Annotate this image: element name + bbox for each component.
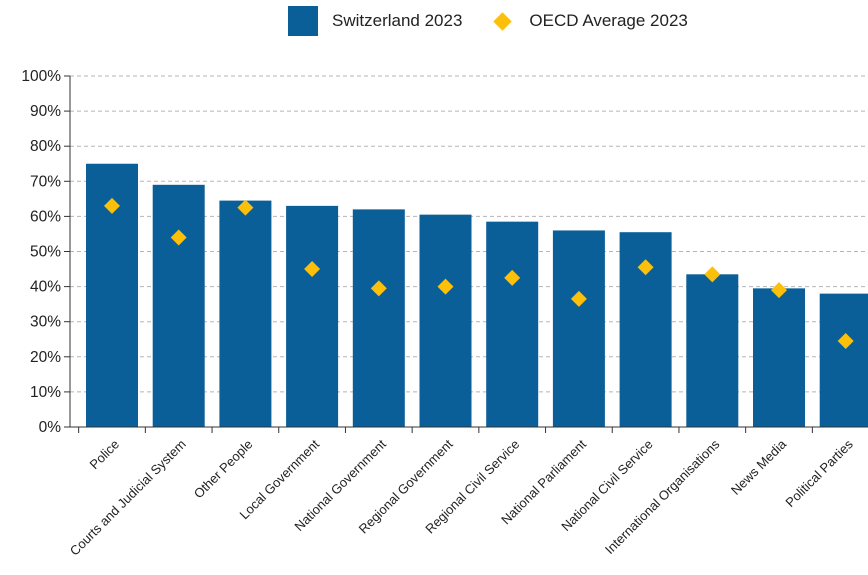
x-category-label: Other People: [191, 437, 256, 502]
legend-swatch-bar: [288, 6, 318, 36]
oecd-marker: [570, 290, 587, 307]
bar: [753, 288, 805, 427]
y-tick-label: 90%: [30, 103, 61, 120]
chart-legend: Switzerland 2023 OECD Average 2023: [288, 6, 716, 36]
legend-item-switzerland: Switzerland 2023: [288, 6, 462, 36]
y-tick-label: 10%: [30, 384, 61, 401]
oecd-marker: [837, 333, 854, 350]
oecd-marker: [170, 229, 187, 246]
oecd-marker: [104, 197, 120, 214]
y-tick-label: 100%: [21, 68, 61, 85]
oecd-marker: [437, 278, 454, 295]
oecd-marker: [504, 269, 521, 286]
oecd-marker: [237, 199, 254, 216]
x-category-label: Police: [86, 437, 122, 473]
bar: [486, 221, 539, 427]
legend-label-oecd: OECD Average 2023: [529, 11, 688, 30]
bar: [819, 293, 868, 427]
bar: [152, 184, 205, 427]
x-category-label: International Organisations: [602, 436, 723, 557]
bar: [552, 230, 605, 427]
y-tick-label: 20%: [30, 349, 61, 366]
bar: [686, 274, 739, 427]
legend-item-oecd: OECD Average 2023: [490, 11, 688, 31]
x-category-label: Courts and Judicial System: [67, 437, 189, 559]
bar: [286, 205, 339, 427]
legend-label-switzerland: Switzerland 2023: [332, 11, 463, 30]
bar: [352, 209, 405, 427]
bar: [419, 214, 472, 427]
oecd-marker: [771, 282, 787, 299]
y-tick-label: 50%: [30, 244, 61, 261]
y-tick-label: 80%: [30, 138, 61, 155]
bar: [219, 200, 272, 427]
oecd-marker: [704, 266, 721, 283]
y-tick-label: 70%: [30, 173, 61, 190]
x-category-label: Political Parties: [782, 436, 856, 510]
y-tick-label: 60%: [30, 208, 61, 225]
oecd-marker: [637, 259, 654, 276]
oecd-marker: [370, 280, 387, 297]
y-tick-label: 0%: [39, 419, 62, 436]
oecd-marker: [304, 261, 321, 278]
x-category-label: News Media: [728, 436, 790, 498]
y-tick-label: 40%: [30, 279, 61, 296]
y-tick-label: 30%: [30, 314, 61, 331]
